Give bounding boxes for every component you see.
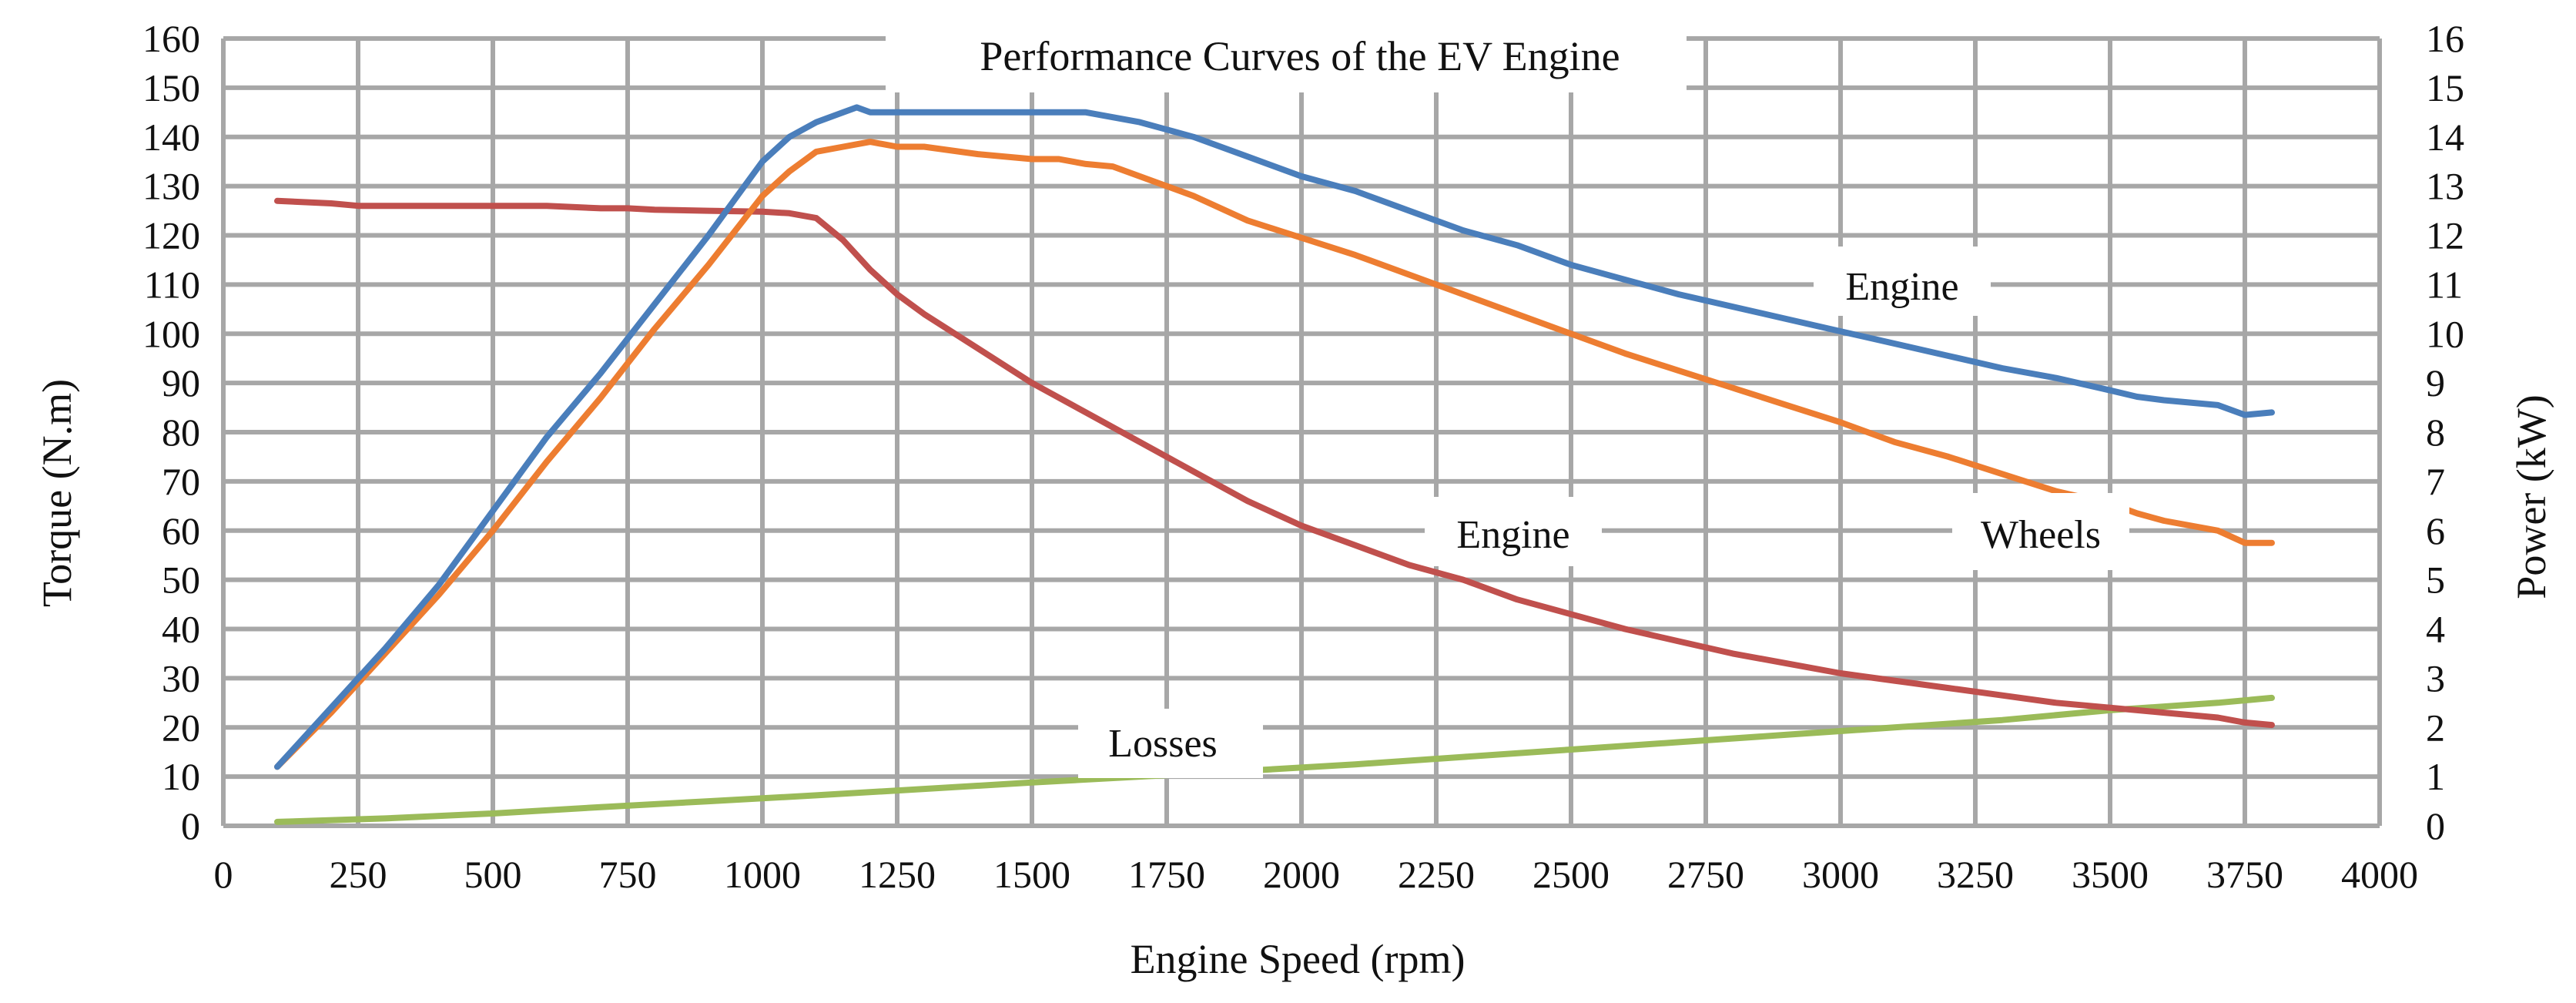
series-group (274, 104, 2275, 825)
y-right-tick-label: 3 (2426, 656, 2445, 699)
annotation-losses-background (1078, 709, 1263, 778)
y-left-tick-label: 20 (162, 706, 200, 749)
x-tick-label: 1750 (1128, 853, 1205, 896)
annotation-wheels: Wheels (1981, 513, 2101, 557)
x-tick-label: 0 (214, 853, 233, 896)
series-line-engine-torque (274, 197, 2275, 729)
y-left-tick-label: 60 (162, 509, 200, 552)
y-left-tick-label: 10 (162, 755, 200, 798)
x-tick-label: 2250 (1398, 853, 1475, 896)
y-axis-left-title: Torque (N.m) (34, 379, 80, 607)
y-left-tick-label: 120 (142, 214, 200, 257)
y-right-tick-label: 10 (2426, 312, 2464, 355)
series-line-losses (274, 694, 2275, 825)
y-left-tick-label: 100 (142, 312, 200, 355)
y-left-tick-label: 80 (162, 411, 200, 454)
y-left-tick-label: 110 (144, 263, 200, 306)
axis-ticks: 0 250 500 750 1000 1250 1500 1750 2000 2250 2500 27… (142, 17, 2464, 896)
annotation-engine-torque-background (1425, 497, 1602, 566)
y-left-tick-label: 0 (181, 804, 200, 847)
y-left-tick-label: 140 (142, 116, 200, 159)
y-right-tick-label: 7 (2426, 460, 2445, 503)
x-tick-label: 4000 (2341, 853, 2418, 896)
chart-title: Performance Curves of the EV Engine (980, 33, 1620, 79)
y-left-tick-label: 160 (142, 17, 200, 60)
x-tick-label: 250 (330, 853, 387, 896)
x-tick-label: 1000 (724, 853, 801, 896)
y-right-tick-label: 5 (2426, 559, 2445, 602)
annotation-losses: Losses (1108, 722, 1218, 766)
y-left-tick-label: 150 (142, 66, 200, 109)
y-right-tick-label: 6 (2426, 509, 2445, 552)
x-tick-label: 500 (464, 853, 522, 896)
x-tick-label: 3250 (1937, 853, 2014, 896)
y-right-tick-label: 4 (2426, 608, 2445, 651)
x-tick-label: 2500 (1533, 853, 1610, 896)
y-left-tick-label: 40 (162, 608, 200, 651)
y-axis-right-title: Power (kW) (2508, 394, 2554, 599)
y-left-tick-label: 30 (162, 656, 200, 699)
y-right-tick-label: 9 (2426, 361, 2445, 404)
x-tick-label: 1250 (859, 853, 936, 896)
y-right-tick-label: 1 (2426, 755, 2445, 798)
y-right-tick-label: 12 (2426, 214, 2464, 257)
annotation-engine-torque: Engine (1456, 513, 1569, 557)
x-tick-label: 1500 (993, 853, 1070, 896)
y-left-tick-label: 90 (162, 361, 200, 404)
grid (221, 36, 2382, 828)
x-tick-label: 2750 (1667, 853, 1744, 896)
series-line-engine-power (274, 104, 2275, 770)
annotation-engine-power: Engine (1845, 265, 1958, 309)
y-right-tick-label: 16 (2426, 17, 2464, 60)
y-right-tick-label: 0 (2426, 804, 2445, 847)
x-tick-label: 3000 (1802, 853, 1879, 896)
y-right-tick-label: 13 (2426, 165, 2464, 208)
chart-title-background (886, 22, 1687, 92)
y-right-tick-label: 2 (2426, 706, 2445, 749)
annotation-wheels-background (1952, 493, 2129, 570)
y-left-tick-label: 50 (162, 559, 200, 602)
x-tick-label: 3500 (2072, 853, 2149, 896)
y-left-tick-label: 70 (162, 460, 200, 503)
y-left-tick-label: 130 (142, 165, 200, 208)
chart-title-group: Performance Curves of the EV Engine (886, 22, 1687, 92)
series-line-wheels-power (274, 139, 2275, 770)
y-right-tick-label: 11 (2426, 263, 2463, 306)
y-right-tick-label: 15 (2426, 66, 2464, 109)
x-tick-label: 3750 (2206, 853, 2283, 896)
series-annotations: Engine Engine Wheels Losses (1078, 247, 2129, 778)
y-right-tick-label: 8 (2426, 411, 2445, 454)
annotation-engine-power-background (1814, 247, 1991, 316)
y-right-tick-label: 14 (2426, 116, 2464, 159)
x-tick-label: 2000 (1263, 853, 1340, 896)
x-axis-title: Engine Speed (rpm) (1131, 936, 1466, 982)
x-tick-label: 750 (599, 853, 657, 896)
